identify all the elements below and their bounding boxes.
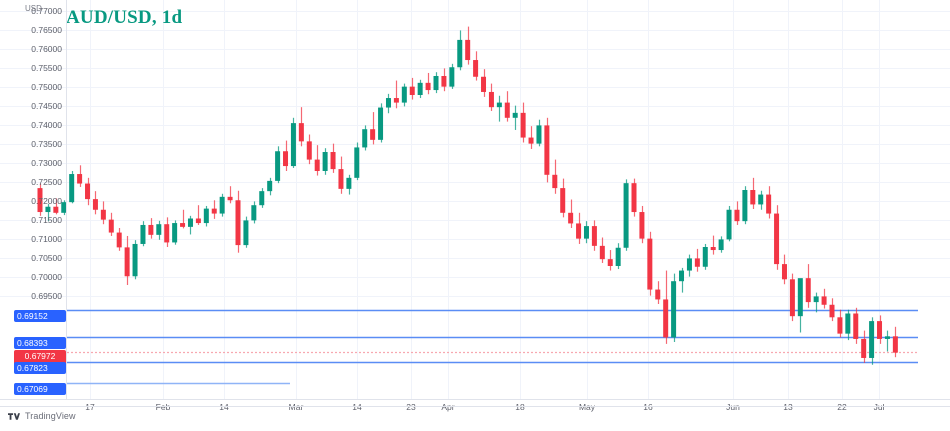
price-axis-tick: 0.76500 (31, 25, 62, 36)
tradingview-logo-text: TradingView (25, 411, 76, 421)
price-axis-tick: 0.75500 (31, 63, 62, 74)
price-axis-tick: 0.74000 (31, 120, 62, 131)
price-axis-separator (66, 0, 67, 399)
price-axis-tick: 0.72000 (31, 196, 62, 207)
price-axis-tick: 0.73000 (31, 158, 62, 169)
time-axis-separator (0, 399, 950, 400)
price-axis-tick: 0.69500 (31, 291, 62, 302)
price-axis-tick: 0.76000 (31, 44, 62, 55)
price-axis-unit: USD (25, 4, 42, 13)
price-axis-tick: 0.70000 (31, 272, 62, 283)
time-axis-tick: 13 (783, 402, 793, 412)
tradingview-logo[interactable]: TradingView (8, 411, 76, 421)
price-tag-value: 0.68393 (17, 338, 48, 348)
time-axis-tick: May (578, 402, 596, 412)
time-axis-tick: 18 (515, 402, 525, 412)
price-label-0.67823[interactable]: 0.67823 (14, 362, 66, 374)
time-axis-tick: 14 (352, 402, 362, 412)
price-axis-tick: 0.73500 (31, 139, 62, 150)
time-axis-tick: 16 (643, 402, 653, 412)
price-axis-tick: 0.71000 (31, 234, 62, 245)
price-axis-tick: 0.70500 (31, 253, 62, 264)
bottom-separator (0, 406, 950, 407)
price-label-0.67069[interactable]: 0.67069 (14, 383, 66, 395)
time-axis-tick: 22 (837, 402, 847, 412)
price-label-0.68393[interactable]: 0.68393 (14, 337, 66, 349)
price-axis-tick: 0.72500 (31, 177, 62, 188)
time-axis-tick: Mar (288, 402, 304, 412)
price-tag-value: 0.67972 (24, 351, 56, 361)
time-axis-tick: Feb (155, 402, 171, 412)
price-tag-value: 0.67823 (17, 363, 48, 373)
chart-title: AUD/USD, 1d (66, 7, 183, 28)
time-axis-tick: 23 (406, 402, 416, 412)
price-tag-value: 0.69152 (17, 311, 48, 321)
tradingview-logo-icon (8, 412, 20, 420)
price-axis-tick: 0.77000 (31, 6, 62, 17)
price-label-0.69152[interactable]: 0.69152 (14, 310, 66, 322)
price-axis-tick: 0.71500 (31, 215, 62, 226)
price-axis-tick: 0.75000 (31, 82, 62, 93)
time-axis-tick: Jun (726, 402, 740, 412)
price-tag-value: 0.67069 (17, 384, 48, 394)
time-axis-tick: Apr (441, 402, 455, 412)
price-axis-tick: 0.74500 (31, 101, 62, 112)
time-axis-tick: Jul (873, 402, 885, 412)
time-axis-tick: 17 (85, 402, 95, 412)
time-axis-tick: 14 (219, 402, 229, 412)
